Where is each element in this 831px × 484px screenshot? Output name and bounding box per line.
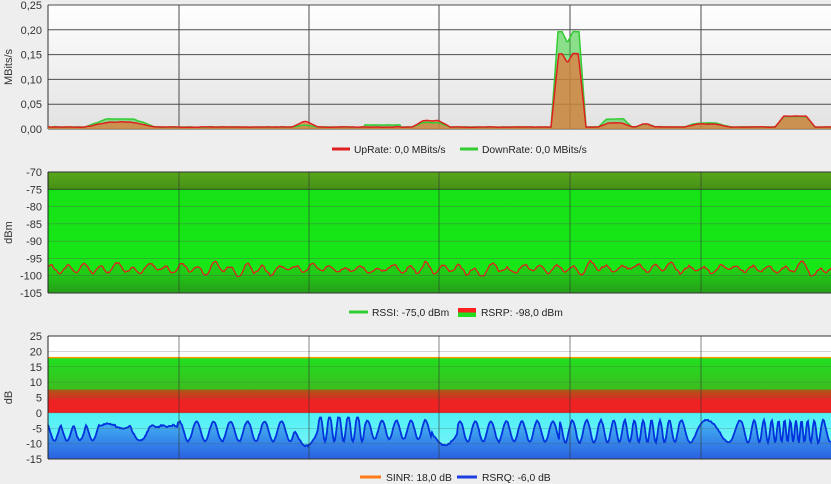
svg-text:0,10: 0,10 [21,74,42,86]
svg-text:0: 0 [36,408,42,420]
svg-text:RSSI: -75,0 dBm: RSSI: -75,0 dBm [372,308,449,319]
svg-text:UpRate: 0,0 MBits/s: UpRate: 0,0 MBits/s [354,145,446,156]
svg-text:-75: -75 [26,184,42,196]
svg-text:15: 15 [30,362,42,374]
svg-text:-10: -10 [26,439,42,451]
svg-text:RSRP: -98,0 dBm: RSRP: -98,0 dBm [481,308,563,319]
svg-text:-5: -5 [32,423,42,435]
svg-text:-100: -100 [20,271,42,283]
svg-text:10: 10 [30,377,42,389]
svg-text:MBits/s: MBits/s [3,48,15,85]
svg-text:RSRQ: -6,0 dB: RSRQ: -6,0 dB [482,473,551,484]
svg-text:0,20: 0,20 [21,25,42,37]
svg-text:-80: -80 [26,202,42,214]
svg-text:dB: dB [3,391,15,404]
svg-text:0,25: 0,25 [21,0,42,12]
svg-text:-105: -105 [20,288,42,300]
svg-text:-90: -90 [26,236,42,248]
svg-text:dBm: dBm [3,221,15,244]
svg-text:-85: -85 [26,219,42,231]
svg-text:25: 25 [30,331,42,343]
svg-text:0,00: 0,00 [21,124,42,136]
svg-text:-70: -70 [26,167,42,179]
svg-text:20: 20 [30,346,42,358]
svg-text:-95: -95 [26,253,42,265]
svg-text:SINR: 18,0 dB: SINR: 18,0 dB [386,473,452,484]
svg-text:DownRate: 0,0 MBits/s: DownRate: 0,0 MBits/s [482,145,587,156]
svg-text:-15: -15 [26,454,42,466]
svg-text:5: 5 [36,393,42,405]
svg-text:0,05: 0,05 [21,99,42,111]
svg-text:0,15: 0,15 [21,50,42,62]
